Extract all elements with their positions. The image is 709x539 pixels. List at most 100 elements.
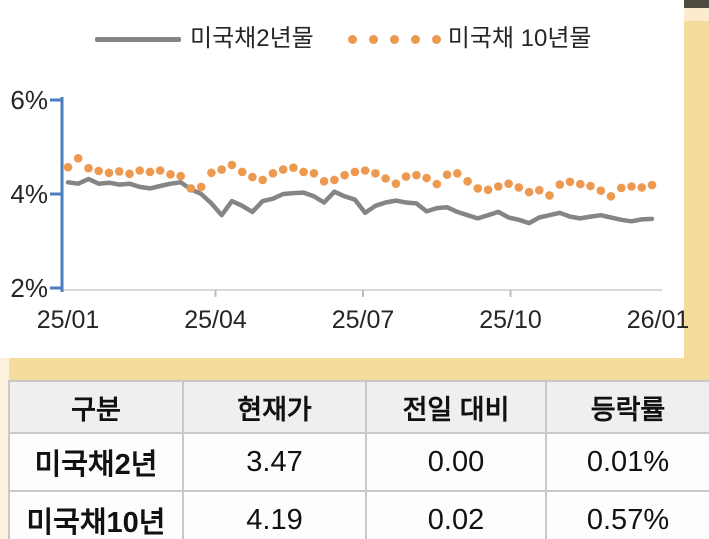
series-10y-dot: [514, 183, 524, 192]
value-cell: 0.02: [365, 490, 547, 539]
value-cell: 4.19: [182, 490, 367, 539]
table-header-cell: 현재가: [182, 380, 367, 434]
chart-legend: 미국채2년물 미국채 10년물: [95, 27, 592, 51]
series-10y-dot: [606, 192, 616, 201]
series-10y-dot: [453, 169, 462, 178]
series-10y-dot: [586, 181, 595, 191]
orange-dot-icon: [431, 34, 441, 44]
series-10y-dot: [350, 167, 360, 177]
series-10y-dot: [391, 179, 401, 188]
x-tick-label: 25/04: [184, 306, 247, 334]
series-10y-dot: [145, 167, 155, 177]
series-10y-dot: [237, 167, 247, 177]
series-10y-dot: [463, 177, 472, 186]
series-10y-dot: [617, 183, 626, 193]
legend-item-10y: 미국채 10년물: [347, 25, 592, 52]
treasury-yield-chart: 미국채2년물 미국채 10년물 6% 4% 2% 25/01 25/04 25/07 25…: [10, 27, 689, 335]
row-label-cell: 미국채2년: [8, 432, 184, 492]
orange-dots-swatch: [347, 34, 441, 44]
x-tick-label: 25/07: [331, 306, 395, 334]
row-label-cell: 미국채10년: [8, 490, 184, 539]
value-cell: 0.01%: [545, 432, 709, 492]
table-header-cell: 구분: [8, 380, 184, 434]
series-10y-dot: [289, 163, 298, 172]
legend-label-10y: 미국채 10년물: [447, 25, 592, 52]
series-10y-dot: [422, 173, 431, 183]
series-10y-dot: [319, 177, 329, 186]
series-10y-dot: [73, 154, 83, 163]
series-10y-dot: [125, 169, 134, 179]
rates-table: 구분 현재가 전일 대비 등락률 미국채2년 3.47 0.00 0.01% 미국채10년 4.…: [8, 380, 709, 539]
value-cell: 3.47: [182, 432, 367, 492]
series-10y-dot: [442, 170, 452, 179]
table-header-cell: 전일 대비: [365, 380, 547, 434]
legend-label-2y: 미국채2년물: [190, 25, 314, 52]
table-row: 미국채2년 3.47 0.00 0.01%: [8, 432, 709, 492]
series-10y-dot: [135, 166, 144, 175]
right-cream-strip: [684, 8, 709, 21]
series-10y-dot: [155, 166, 165, 175]
series-10y-dot: [340, 170, 349, 180]
series-10y-dot: [596, 186, 606, 195]
series-10y-dot: [207, 168, 216, 178]
y-tick-label: 6%: [10, 85, 48, 115]
series-10y-dot: [401, 172, 411, 181]
series-10y-dot: [576, 179, 585, 189]
series-10y-dot: [330, 175, 339, 185]
series-10y-dot: [114, 167, 124, 176]
orange-dot-icon: [389, 34, 399, 44]
series-10y-dot: [309, 169, 319, 178]
series-10y-dot: [217, 165, 226, 174]
series-10y-dot: [94, 166, 103, 176]
legend-item-2y: 미국채2년물: [95, 27, 314, 51]
orange-dot-icon: [368, 34, 378, 44]
series-10y-dot: [371, 169, 380, 178]
series-10y-dot: [545, 191, 554, 200]
series-10y-dot: [473, 184, 483, 193]
series-10y-dot: [268, 169, 278, 178]
table-row: 미국채10년 4.19 0.02 0.57%: [8, 490, 709, 539]
orange-dot-icon: [347, 34, 357, 44]
orange-dot-icon: [410, 34, 420, 44]
series-10y-dot: [258, 175, 268, 185]
series-10y-dot: [360, 166, 370, 175]
series-10y-dot: [535, 185, 544, 195]
rates-table-header: 구분 현재가 전일 대비 등락률: [8, 380, 709, 434]
bottom-left-cream-strip: [0, 358, 9, 539]
table-header-cell: 등락률: [545, 380, 709, 434]
series-10y-dot: [647, 180, 657, 190]
series-10y-dot: [104, 168, 114, 178]
series-10y-dot: [432, 179, 442, 189]
series-10y-dot: [63, 162, 73, 172]
y-tick-label: 2%: [10, 273, 48, 303]
series-10y-dot: [483, 185, 493, 195]
x-tick-label: 26/01: [626, 306, 690, 334]
series-10y-dot: [637, 183, 647, 192]
series-10y-dot: [555, 180, 565, 189]
series-10y-dot: [166, 170, 175, 179]
y-tick-label: 4%: [10, 179, 48, 209]
top-right-dark-bar: [684, 0, 709, 8]
series-10y-dot: [186, 184, 196, 193]
series-10y-dot: [227, 160, 237, 170]
series-10y-dot: [504, 179, 513, 188]
series-10y-dot: [176, 171, 185, 181]
series-2y-line: [65, 176, 655, 226]
series-10y-dot: [494, 182, 503, 191]
series-10y-dot: [299, 167, 308, 177]
series-10y-dot: [565, 177, 575, 187]
right-tan-strip: [684, 21, 709, 361]
value-cell: 0.57%: [545, 490, 709, 539]
series-10y-dot: [412, 170, 421, 180]
series-10y-dot: [627, 182, 636, 191]
gray-line-swatch: [95, 36, 181, 42]
x-tick-label: 25/10: [479, 306, 542, 334]
x-tick-label: 25/01: [36, 306, 100, 334]
series-10y-dot: [196, 182, 206, 192]
value-cell: 0.00: [365, 432, 547, 492]
series-10y-dot: [248, 172, 257, 182]
series-10y-dot: [84, 163, 93, 173]
series-10y-dot: [278, 165, 288, 174]
series-10y-dot: [524, 187, 534, 197]
